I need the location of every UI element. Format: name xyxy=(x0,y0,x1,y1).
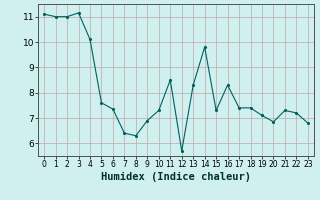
X-axis label: Humidex (Indice chaleur): Humidex (Indice chaleur) xyxy=(101,172,251,182)
